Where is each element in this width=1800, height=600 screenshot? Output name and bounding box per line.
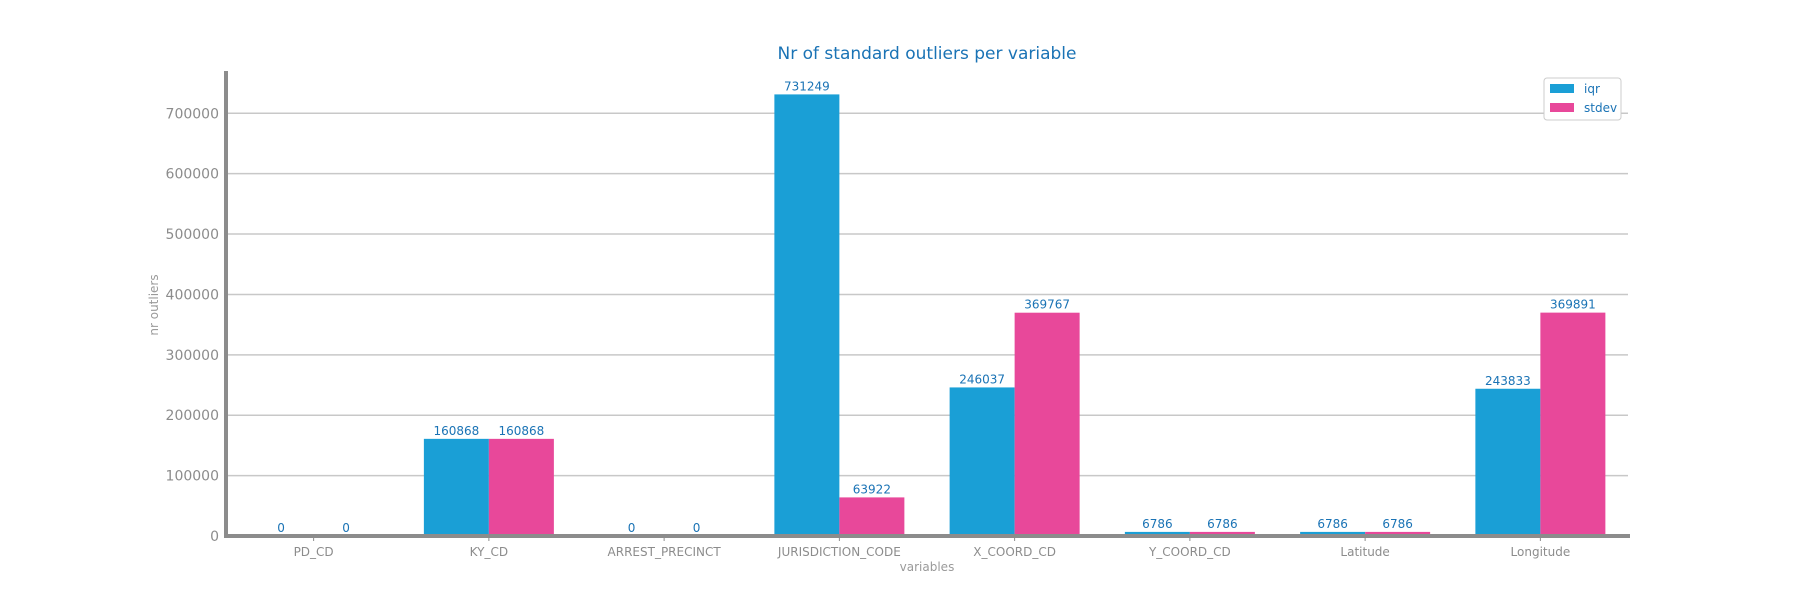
- data-label-iqr: 160868: [433, 424, 479, 438]
- bar-stdev: [1014, 312, 1080, 536]
- data-label-stdev: 369767: [1024, 298, 1070, 312]
- x-tick-label: JURISDICTION_CODE: [777, 545, 901, 559]
- bar-stdev: [1189, 531, 1255, 536]
- legend-label-stdev: stdev: [1584, 101, 1617, 115]
- data-label-stdev: 6786: [1207, 517, 1238, 531]
- x-tick-label: ARREST_PRECINCT: [608, 545, 722, 559]
- y-axis-label: nr outliers: [147, 274, 161, 335]
- value-labels: 0 0 160868 160868 0 0 731249 63922 246037 369767 6…: [277, 79, 1595, 535]
- chart-title: Nr of standard outliers per variable: [778, 44, 1077, 64]
- data-label-iqr: 243833: [1485, 374, 1531, 388]
- data-label-iqr: 0: [277, 521, 285, 535]
- legend-swatch-stdev: [1550, 103, 1574, 112]
- y-tick-label: 500000: [166, 227, 219, 243]
- x-tick-label: Longitude: [1511, 545, 1571, 559]
- x-axis-ticks: PD_CD KY_CD ARREST_PRECINCT JURISDICTION_CO…: [294, 536, 1571, 559]
- data-label-stdev: 0: [342, 521, 350, 535]
- data-label-stdev: 63922: [853, 482, 891, 496]
- data-label-stdev: 369891: [1550, 298, 1596, 312]
- y-tick-label: 200000: [166, 408, 219, 424]
- x-tick-label: Latitude: [1340, 545, 1389, 559]
- data-label-stdev: 0: [693, 521, 701, 535]
- bar-stdev: [839, 497, 905, 536]
- y-tick-label: 100000: [166, 469, 219, 485]
- bars: [423, 94, 1606, 536]
- x-tick-label: Y_COORD_CD: [1148, 545, 1231, 559]
- legend: iqr stdev: [1543, 77, 1622, 121]
- x-axis-label: variables: [900, 560, 955, 574]
- data-label-iqr: 6786: [1142, 517, 1173, 531]
- y-tick-label: 400000: [166, 287, 219, 303]
- bar-iqr: [1300, 531, 1366, 536]
- bar-stdev: [488, 438, 554, 536]
- data-label-stdev: 160868: [498, 424, 544, 438]
- x-tick-label: PD_CD: [294, 545, 334, 559]
- data-label-iqr: 0: [628, 521, 636, 535]
- y-tick-label: 0: [210, 529, 219, 545]
- bar-iqr: [949, 387, 1015, 536]
- y-tick-label: 600000: [166, 167, 219, 183]
- bar-iqr: [1475, 388, 1541, 536]
- data-label-stdev: 6786: [1382, 517, 1413, 531]
- legend-label-iqr: iqr: [1584, 82, 1600, 96]
- bar-stdev: [1540, 312, 1606, 536]
- data-label-iqr: 246037: [959, 372, 1005, 386]
- bar-iqr: [1124, 531, 1190, 536]
- legend-swatch-iqr: [1550, 84, 1574, 93]
- data-label-iqr: 731249: [784, 79, 830, 93]
- gridlines: [226, 112, 1628, 477]
- data-label-iqr: 6786: [1317, 517, 1348, 531]
- y-tick-label: 300000: [166, 348, 219, 364]
- y-tick-label: 700000: [166, 106, 219, 122]
- x-tick-label: KY_CD: [470, 545, 508, 559]
- bar-iqr: [423, 438, 489, 536]
- x-tick-label: X_COORD_CD: [973, 545, 1056, 559]
- bar-stdev: [1365, 531, 1431, 536]
- y-axis-ticks: 0 100000 200000 300000 400000 500000 600000 700…: [166, 106, 219, 545]
- bar-iqr: [774, 94, 840, 536]
